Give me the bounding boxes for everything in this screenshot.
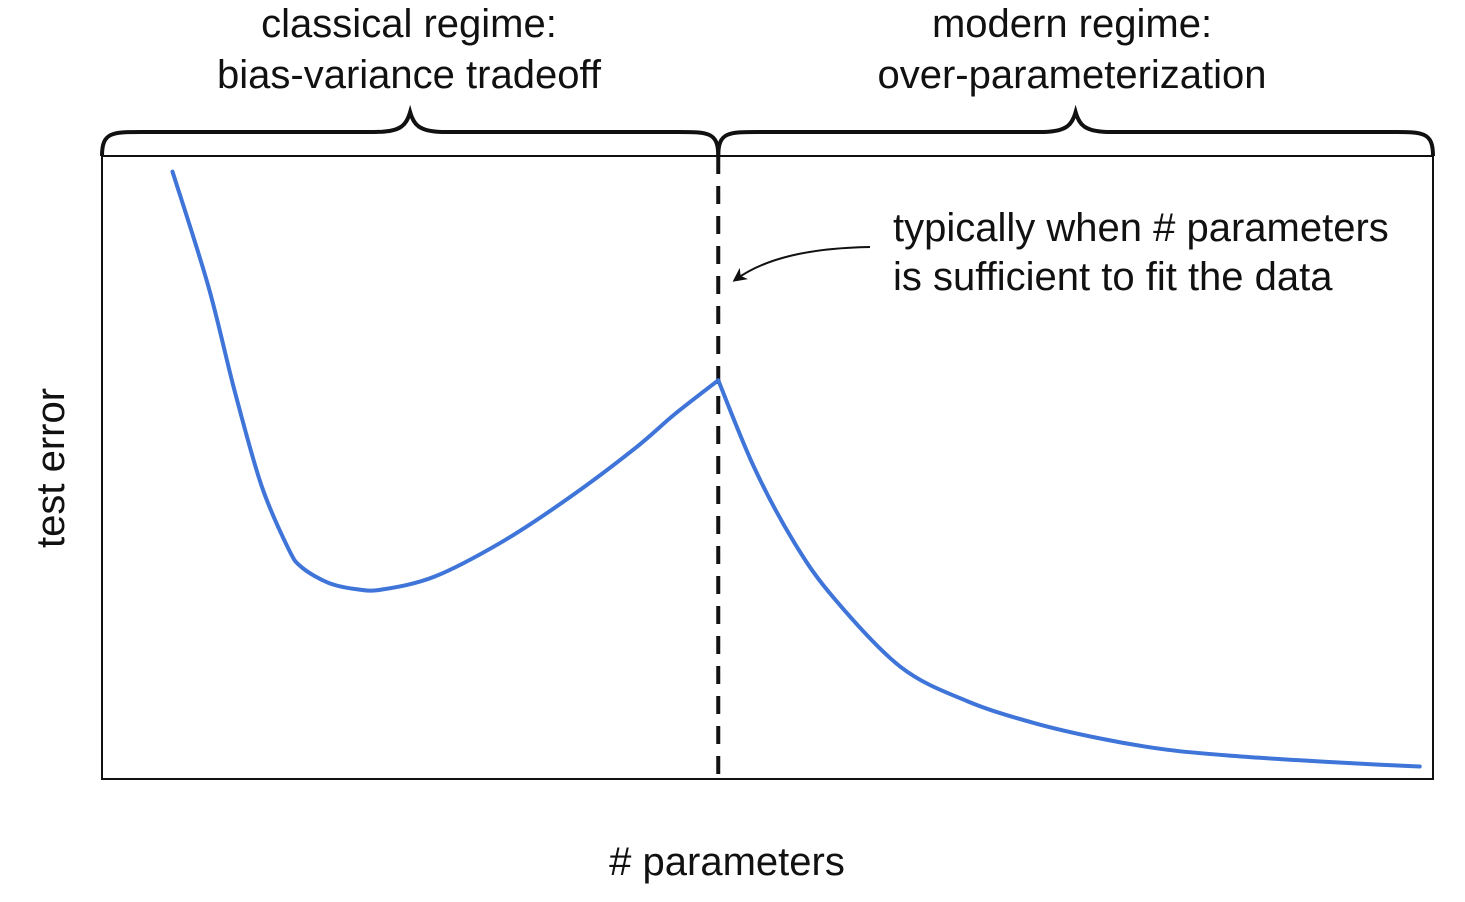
x-axis-label: # parameters (609, 840, 845, 884)
modern-regime-label-line2: over-parameterization (877, 53, 1266, 97)
classical-regime-brace (100, 104, 721, 157)
classical-regime-label-line1: classical regime: (261, 2, 557, 46)
threshold-arrow (732, 246, 871, 282)
plot-frame (101, 155, 1434, 780)
y-axis-label: test error (29, 388, 73, 548)
classical-regime-label-line2: bias-variance tradeoff (217, 53, 602, 97)
modern-regime-brace (716, 104, 1435, 157)
test-error-curve (170, 169, 1422, 769)
threshold-note-line2: is sufficient to fit the data (893, 255, 1333, 299)
regime-braces (100, 104, 1435, 157)
threshold-note-line1: typically when # parameters (893, 206, 1389, 250)
modern-regime-label-line1: modern regime: (932, 2, 1212, 46)
